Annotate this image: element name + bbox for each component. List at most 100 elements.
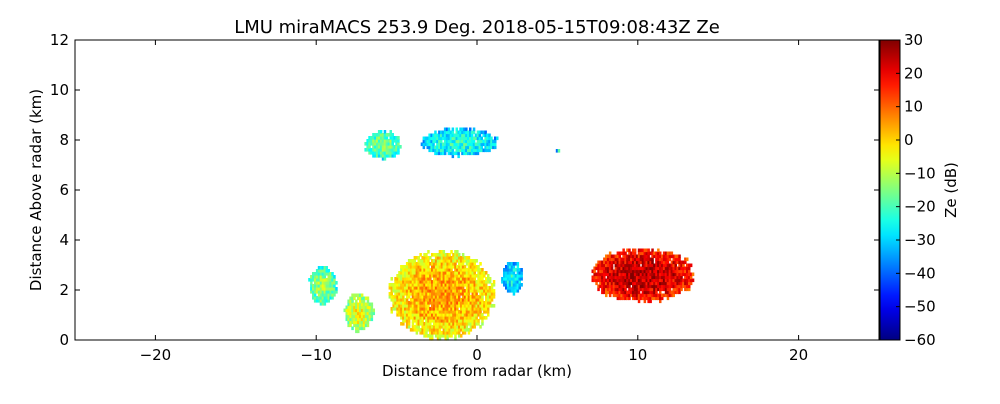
echo-cell [626,281,629,286]
echo-cell [661,260,664,265]
echo-cell [633,260,637,265]
echo-cell [624,260,627,265]
echo-cell [417,280,420,284]
echo-cell [460,280,463,284]
echo-cell [415,313,419,317]
echo-cell [440,250,444,254]
echo-cell [329,284,332,288]
echo-cell [612,278,616,283]
echo-cell [458,328,461,332]
echo-cell [419,316,422,320]
echo-cell [666,290,670,295]
echo-cell [434,289,438,293]
chart-title: LMU miraMACS 253.9 Deg. 2018-05-15T09:08… [234,17,720,38]
echo-cell [370,302,374,307]
echo-cell [505,286,508,290]
echo-cell [432,268,436,272]
echo-cell [415,274,419,278]
echo-cell [325,269,328,273]
echo-cell [360,314,364,319]
echo-cell [425,328,428,332]
echo-cell [333,281,336,285]
echo-cell [479,313,482,317]
echo-cell [421,271,424,275]
echo-cell [407,325,411,329]
echo-cell [432,319,436,323]
echo-cell [347,299,350,304]
echo-cell [460,325,463,329]
echo-cell [353,314,356,319]
echo-cell [457,154,460,159]
echo-cell [448,295,451,299]
echo-cell [383,145,387,149]
echo-cell [429,295,432,299]
echo-cell [632,272,635,277]
echo-cell [458,322,461,326]
echo-cell [409,268,413,272]
echo-cell [456,265,459,269]
echo-cell [452,331,455,335]
echo-cell [649,278,652,283]
echo-cell [441,142,445,147]
echo-cell [626,293,629,298]
echo-cell [430,139,433,144]
echo-cell [458,292,461,296]
echo-cell [616,293,620,298]
echo-cell [461,316,465,320]
echo-cell [442,280,446,284]
echo-cell [518,268,521,272]
echo-cell [450,289,453,293]
echo-cell [459,133,462,138]
echo-cell [680,281,683,286]
echo-cell [355,326,358,331]
echo-cell [473,316,476,320]
echo-cell [368,314,372,319]
echo-cell [469,265,473,269]
echo-cell [601,263,604,268]
echo-cell [488,148,491,153]
echo-cell [635,275,639,280]
echo-cell [454,304,457,308]
echo-cell [438,265,442,269]
echo-cell [394,304,397,308]
echo-cell [488,280,492,284]
echo-cell [456,268,459,272]
echo-cell [637,290,641,295]
echo-cell [645,254,648,259]
echo-cell [448,271,451,275]
echo-cell [421,298,424,302]
echo-cell [645,287,648,292]
echo-cell [475,313,478,317]
echo-cell [390,310,393,314]
echo-cell [610,281,614,286]
echo-cell [440,322,444,326]
echo-cell [637,272,641,277]
echo-cell [684,275,687,280]
echo-cell [438,298,442,302]
echo-cell [628,257,631,262]
echo-cell [603,260,606,265]
echo-cell [402,310,405,314]
echo-cell [461,325,465,329]
echo-cell [427,304,430,308]
echo-cell [614,260,618,265]
echo-cell [626,260,629,265]
echo-cell [428,133,431,138]
echo-cell [474,133,478,138]
echo-cell [649,275,652,280]
echo-cell [353,308,356,313]
echo-cell [622,287,625,292]
echo-cell [620,257,623,262]
echo-cell [331,272,334,276]
echo-cell [458,334,461,338]
echo-cell [461,331,465,335]
echo-cell [404,274,407,278]
echo-cell [614,272,618,277]
echo-cell [620,266,623,271]
echo-cell [484,130,487,135]
echo-cell [476,139,480,144]
echo-cell [450,274,453,278]
echo-cell [668,293,672,298]
echo-cell [429,298,432,302]
echo-cell [374,142,377,146]
